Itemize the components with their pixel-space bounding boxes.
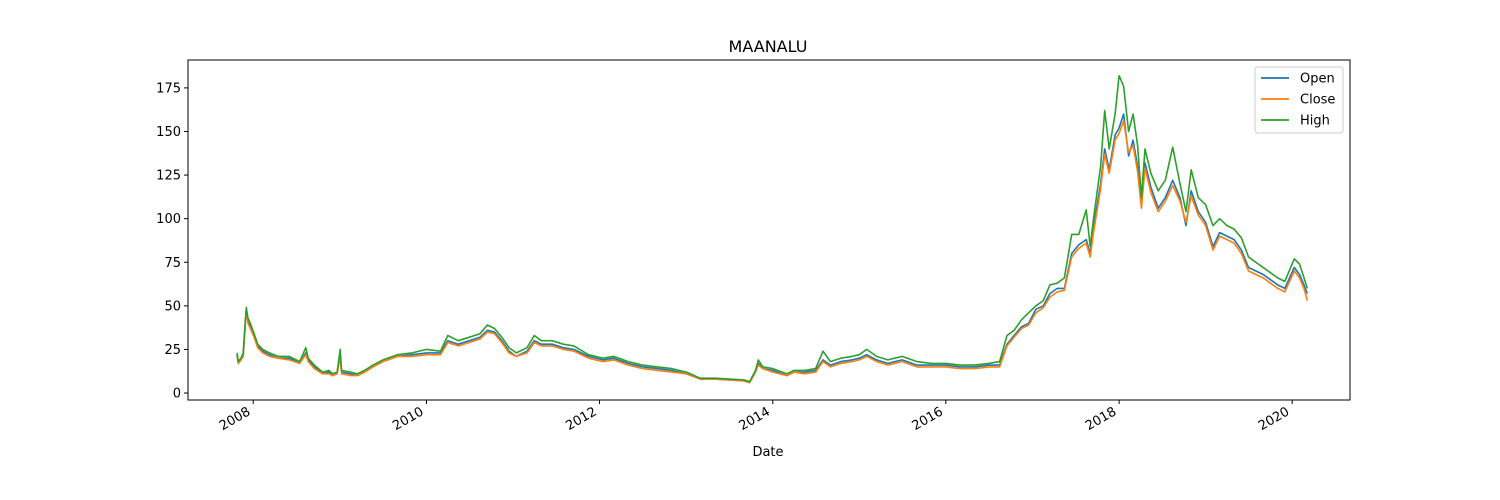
x-tick-label: 2008 — [217, 404, 253, 434]
y-tick-label: 25 — [164, 343, 181, 358]
y-tick-label: 0 — [173, 387, 181, 402]
x-axis-label: Date — [752, 445, 783, 460]
y-tick-label: 175 — [156, 81, 181, 96]
plot-area — [187, 59, 1351, 401]
y-tick-label: 75 — [164, 256, 181, 271]
legend-label-high: High — [1300, 114, 1330, 129]
x-axis: 2008 2010 2012 2014 2016 2018 2020 — [217, 400, 1293, 434]
legend-label-open: Open — [1300, 72, 1335, 87]
axes-spines — [187, 59, 1351, 401]
series-layer — [236, 74, 1309, 384]
chart-title: MAANALU — [729, 37, 808, 56]
x-tick-label: 2018 — [1083, 404, 1119, 434]
x-tick-label: 2010 — [390, 404, 426, 434]
y-axis: 0 25 50 75 100 125 150 175 — [156, 81, 188, 402]
legend-box — [1254, 66, 1344, 134]
legend: Open Close High — [1254, 66, 1344, 134]
legend-label-close: Close — [1300, 93, 1335, 108]
x-tick-label: 2016 — [910, 404, 946, 434]
x-tick-label: 2012 — [563, 404, 599, 434]
x-tick-label: 2014 — [737, 404, 773, 434]
y-tick-label: 50 — [164, 299, 181, 314]
x-tick-label: 2020 — [1256, 404, 1292, 434]
series-line-high — [236, 74, 1309, 383]
y-tick-label: 100 — [156, 212, 181, 227]
y-tick-label: 150 — [156, 125, 181, 140]
plot-frame — [188, 60, 1350, 400]
y-tick-label: 125 — [156, 169, 181, 184]
